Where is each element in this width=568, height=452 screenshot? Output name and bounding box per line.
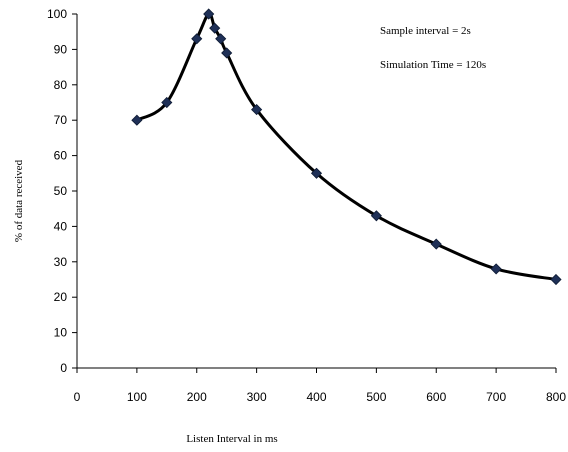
x-tick-label: 100 xyxy=(127,390,147,404)
x-tick-label: 800 xyxy=(546,390,566,404)
annotation-simulation-time: Simulation Time = 120s xyxy=(380,59,486,71)
x-tick-label: 700 xyxy=(486,390,506,404)
data-markers xyxy=(131,8,562,286)
y-tick-label: 80 xyxy=(54,78,68,92)
data-point xyxy=(370,210,382,222)
y-tick-label: 20 xyxy=(54,290,68,304)
data-point xyxy=(251,104,263,116)
x-tick-label: 600 xyxy=(426,390,446,404)
y-tick-label: 100 xyxy=(47,7,67,21)
data-point xyxy=(161,96,173,109)
x-tick-label: 0 xyxy=(74,390,81,404)
data-point xyxy=(215,33,227,45)
y-ticks: 0 10 20 30 40 50 60 70 80 90 100 xyxy=(47,7,77,375)
y-tick-label: 0 xyxy=(60,361,67,375)
y-tick-label: 40 xyxy=(54,219,68,233)
data-point xyxy=(430,238,442,250)
y-tick-label: 30 xyxy=(54,255,68,269)
data-point xyxy=(490,263,502,275)
data-point xyxy=(191,33,203,45)
data-point xyxy=(203,8,215,20)
data-point xyxy=(131,114,143,126)
y-tick-label: 70 xyxy=(54,113,68,127)
x-tick-label: 500 xyxy=(366,390,386,404)
series-line xyxy=(135,12,558,281)
data-point xyxy=(209,22,221,34)
y-tick-label: 60 xyxy=(54,149,68,163)
x-tick-label: 400 xyxy=(306,390,326,404)
y-tick-label: 10 xyxy=(54,326,68,340)
y-axis-title: % of data received xyxy=(13,159,25,242)
annotation-sample-interval: Sample interval = 2s xyxy=(380,25,471,37)
x-axis-title: Listen Interval in ms xyxy=(186,433,277,445)
x-tick-label: 300 xyxy=(247,390,267,404)
x-ticks: 0 100 200 300 400 500 600 700 800 xyxy=(74,368,566,404)
data-point xyxy=(550,273,562,286)
y-tick-label: 90 xyxy=(54,42,68,56)
annotations: Sample interval = 2s Simulation Time = 1… xyxy=(380,25,486,71)
x-tick-label: 200 xyxy=(187,390,207,404)
data-point xyxy=(221,47,233,59)
y-tick-label: 50 xyxy=(54,184,68,198)
data-point xyxy=(310,167,323,179)
